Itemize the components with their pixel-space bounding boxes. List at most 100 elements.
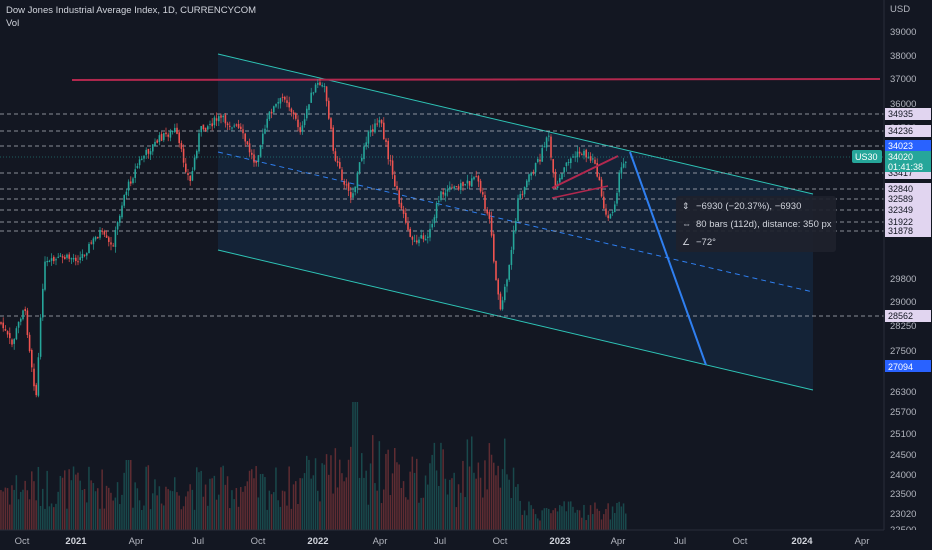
- candle-body: [466, 180, 469, 184]
- time-axis-label: Oct: [493, 536, 508, 547]
- volume-bar: [545, 508, 548, 530]
- volume-bar: [204, 484, 207, 530]
- volume-bar: [13, 489, 15, 530]
- volume-bar: [72, 466, 75, 530]
- candle-body: [301, 125, 304, 132]
- volume-bar: [88, 466, 90, 530]
- volume-bar: [61, 477, 64, 530]
- volume-bar: [79, 480, 81, 530]
- volume-bar: [156, 495, 158, 530]
- candle-body: [451, 187, 453, 189]
- candle-body: [387, 140, 389, 160]
- volume-bar: [46, 470, 48, 530]
- volume-bar: [367, 504, 370, 530]
- symbol-title[interactable]: Dow Jones Industrial Average Index, 1D, …: [6, 5, 257, 16]
- volume-bar: [20, 491, 22, 530]
- candle-body: [332, 127, 334, 151]
- volume-bar: [213, 475, 216, 530]
- candle-body: [88, 243, 90, 254]
- candle-body: [431, 223, 433, 228]
- volume-bar: [413, 472, 416, 530]
- volume-bar: [167, 489, 169, 530]
- volume-bar: [174, 477, 176, 530]
- candle-body: [490, 217, 493, 236]
- volume-bar: [68, 469, 70, 530]
- volume-bar: [550, 513, 552, 530]
- candle-body: [6, 331, 9, 335]
- volume-bar: [211, 478, 213, 530]
- volume-bar: [510, 498, 513, 530]
- candle-body: [286, 100, 288, 103]
- candle-body: [537, 159, 539, 162]
- time-axis-label: Oct: [733, 536, 748, 547]
- volume-bar: [165, 486, 167, 530]
- candle-body: [592, 158, 594, 160]
- candle-body: [341, 169, 343, 181]
- volume-bar: [512, 467, 515, 530]
- candle-body: [517, 198, 519, 221]
- volume-bar: [517, 484, 519, 530]
- volume-bar: [224, 484, 227, 530]
- volume-bar: [281, 490, 284, 530]
- volume-bar: [141, 509, 143, 530]
- volume-bar: [484, 460, 486, 530]
- price-scale-bg[interactable]: [884, 0, 932, 530]
- candle-body: [180, 143, 183, 149]
- volume-bar: [251, 469, 253, 530]
- candle-body: [213, 117, 216, 126]
- volume-bar: [28, 499, 31, 530]
- candle-body: [512, 231, 515, 250]
- volume-indicator-label[interactable]: Vol: [6, 18, 20, 29]
- time-scale-bg[interactable]: [0, 530, 932, 550]
- volume-bar: [202, 496, 205, 530]
- resistance-line[interactable]: [71, 78, 881, 81]
- volume-bar: [576, 509, 579, 530]
- pennant-line-upper[interactable]: [551, 155, 619, 189]
- candle-body: [103, 231, 106, 235]
- volume-bar: [55, 503, 57, 530]
- candle-body: [2, 322, 4, 329]
- candle-body: [532, 171, 535, 173]
- candle-body: [66, 254, 68, 258]
- candle-body: [427, 236, 429, 238]
- candle-body: [486, 209, 488, 214]
- volume-bar: [257, 497, 260, 530]
- volume-bar: [121, 494, 123, 530]
- candle-body: [475, 176, 477, 178]
- candle-body: [152, 144, 154, 152]
- candle-body: [319, 82, 321, 85]
- volume-bar: [464, 497, 466, 530]
- current-price: 34020: [888, 152, 913, 162]
- candle-body: [290, 108, 293, 112]
- volume-bar: [138, 500, 141, 530]
- candle-body: [473, 177, 475, 180]
- candle-body: [231, 127, 233, 129]
- candle-body: [347, 183, 350, 191]
- candle-body: [138, 159, 141, 166]
- projection-line[interactable]: [629, 151, 707, 366]
- channel-upper-line[interactable]: [217, 53, 814, 195]
- price-axis-label: 23500: [890, 489, 916, 500]
- candle-body: [565, 162, 568, 167]
- volume-bar: [286, 505, 288, 530]
- volume-bar: [581, 517, 583, 530]
- candle-body: [24, 309, 26, 312]
- candle-body: [378, 120, 381, 123]
- candle-body: [453, 186, 455, 189]
- volume-bar: [603, 514, 605, 530]
- channel-lower-line[interactable]: [217, 249, 814, 391]
- channel-mid-line[interactable]: [217, 151, 814, 293]
- candle-body: [270, 111, 273, 114]
- pennant-line-lower[interactable]: [551, 185, 609, 199]
- price-axis-label: 25700: [890, 407, 916, 418]
- volume-bar: [64, 470, 66, 530]
- volume-bar: [486, 489, 488, 530]
- volume-bar: [567, 501, 570, 530]
- volume-bar: [134, 482, 136, 530]
- candle-body: [207, 126, 209, 130]
- volume-bar: [198, 472, 200, 530]
- volume-bar: [149, 509, 152, 530]
- volume-bar: [125, 460, 128, 530]
- candle-body: [609, 214, 612, 219]
